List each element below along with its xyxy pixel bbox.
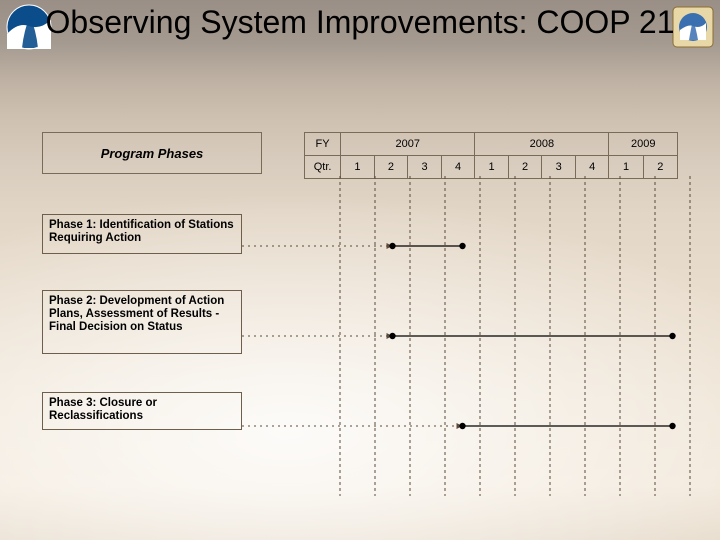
slide: Observing System Improvements: COOP 21 P… [0, 0, 720, 540]
program-phases-label: Program Phases [42, 132, 262, 174]
year-label: 2009 [609, 133, 678, 156]
timeline-header-table: FY200720082009Qtr.1234123412 [304, 132, 678, 179]
qtr-label: Qtr. [305, 156, 341, 179]
year-label: 2008 [475, 133, 609, 156]
timeline-header: FY200720082009Qtr.1234123412 [304, 132, 678, 179]
content-area: Program Phases FY200720082009Qtr.1234123… [42, 132, 678, 520]
slide-title: Observing System Improvements: COOP 21 [0, 4, 720, 41]
phase-1-box: Phase 1: Identification of Stations Requ… [42, 214, 242, 254]
phase-2-box: Phase 2: Development of Action Plans, As… [42, 290, 242, 354]
phase-3-box: Phase 3: Closure or Reclassifications [42, 392, 242, 430]
year-label: 2007 [341, 133, 475, 156]
fy-label: FY [305, 133, 341, 156]
gantt-chart [340, 176, 690, 496]
